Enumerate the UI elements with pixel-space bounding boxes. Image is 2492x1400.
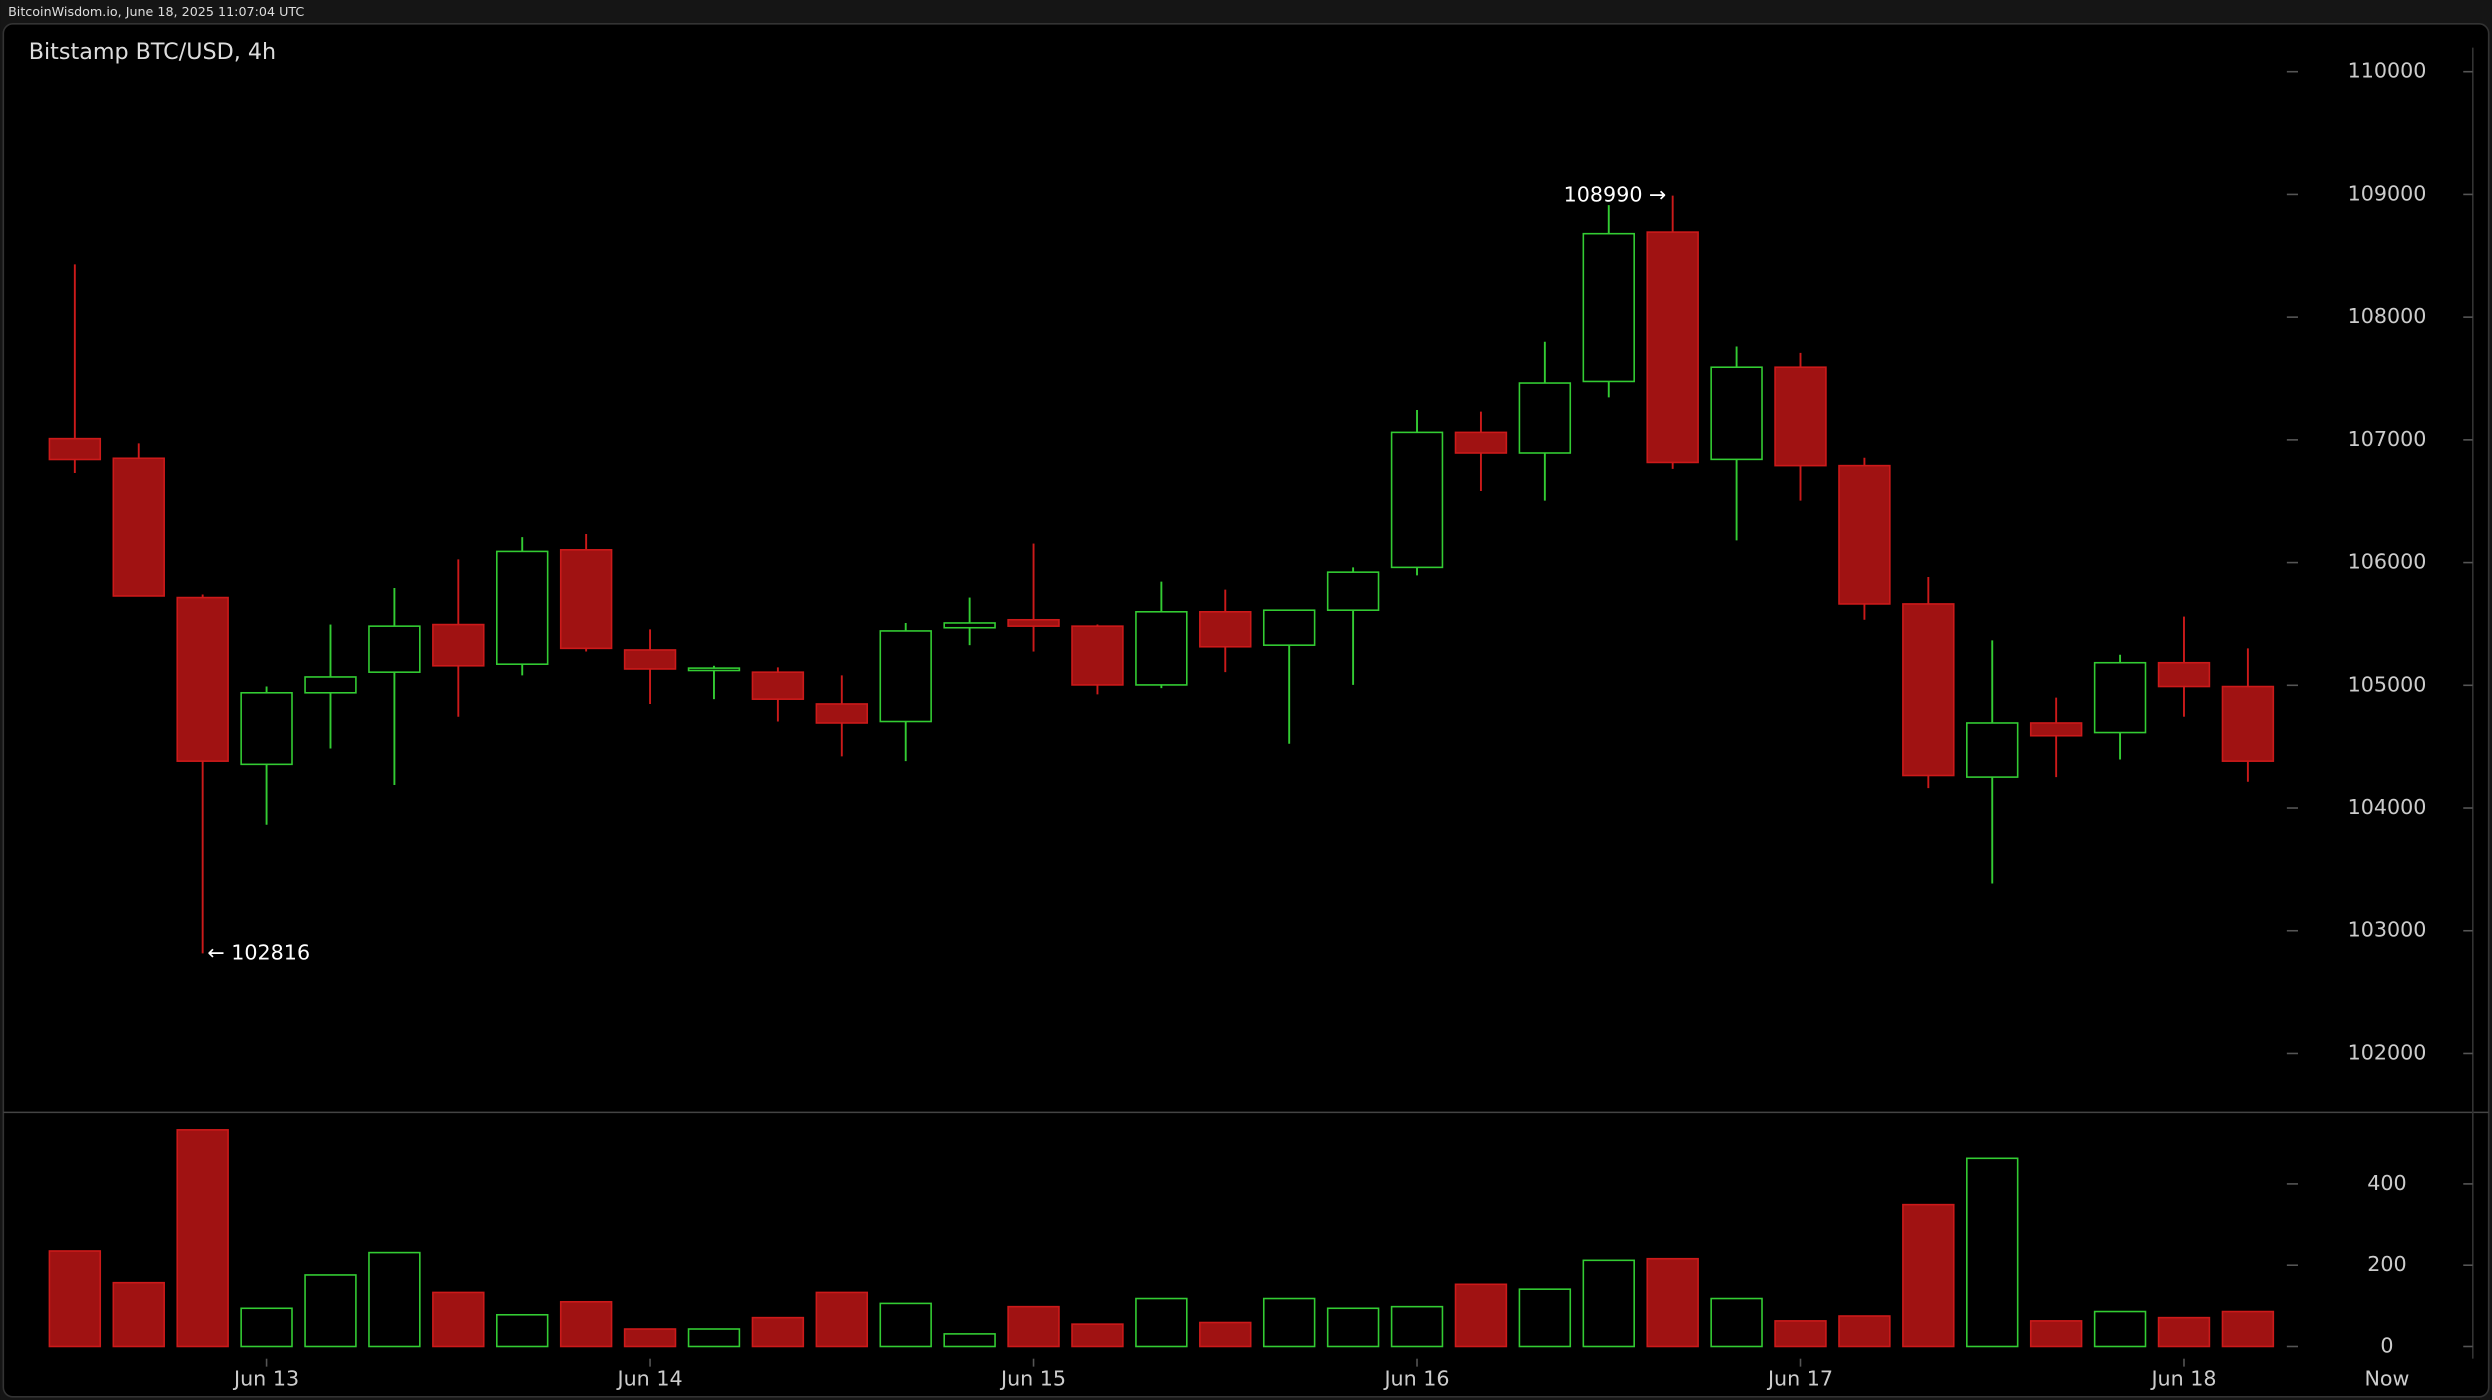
volume-bar — [1326, 1307, 1380, 1348]
volume-bar — [1646, 1257, 1699, 1348]
candle-body — [1007, 618, 1060, 627]
x-tick-label: Jun 14 — [616, 1366, 683, 1390]
volume-bar — [1582, 1259, 1635, 1348]
volume-bar — [496, 1313, 549, 1348]
x-tick-label: Jun 15 — [999, 1366, 1066, 1390]
volume-bar — [304, 1274, 357, 1348]
volume-bar — [751, 1316, 805, 1348]
candle-body — [496, 550, 549, 665]
volume-bar — [240, 1307, 293, 1348]
volume-bar — [2029, 1320, 2083, 1348]
volume-bar — [1454, 1283, 1508, 1348]
candle-body — [1838, 464, 1891, 605]
chart-title: Bitstamp BTC/USD, 4h — [29, 39, 276, 65]
y-tick-label: 105000 — [2348, 672, 2427, 696]
candle-body — [1518, 382, 1572, 454]
volume-bar — [879, 1302, 932, 1348]
candle-body — [2221, 685, 2275, 762]
header: BitcoinWisdom.io, June 18, 2025 11:07:04… — [8, 4, 304, 19]
y-tick-label: 102000 — [2348, 1040, 2427, 1064]
candle-body — [2029, 722, 2083, 737]
volume-bar — [815, 1291, 869, 1348]
candle-body — [48, 437, 102, 461]
volume-bar — [1518, 1288, 1572, 1348]
candle-body — [1390, 431, 1444, 569]
now-label: Now — [2364, 1366, 2409, 1390]
candle-body — [1454, 431, 1508, 454]
candle-body — [176, 596, 229, 762]
candle-body — [1071, 625, 1124, 686]
y-tick-label: 109000 — [2348, 181, 2427, 205]
volume-bar — [1902, 1203, 1955, 1348]
volume-bar — [1774, 1320, 1827, 1348]
candle-body — [304, 676, 357, 694]
candle-body — [1966, 722, 2019, 778]
candle-body — [623, 649, 677, 670]
x-tick-label: Jun 16 — [1382, 1366, 1449, 1390]
y-tick-label: 108000 — [2348, 304, 2427, 328]
candle-body — [1774, 366, 1827, 467]
volume-bar — [1199, 1321, 1252, 1348]
x-tick-label: Jun 17 — [1766, 1366, 1833, 1390]
volume-bar — [1071, 1323, 1124, 1348]
candle-body — [1582, 232, 1635, 383]
candle-body — [2157, 661, 2211, 688]
volume-bar — [432, 1291, 485, 1348]
candle-body — [1262, 609, 1316, 646]
candle-body — [943, 622, 996, 629]
y-tick-label: 103000 — [2348, 918, 2427, 942]
volume-bar — [48, 1250, 102, 1348]
volume-bar — [2221, 1310, 2275, 1348]
chart-panel — [2, 23, 2490, 1398]
volume-bar — [943, 1333, 996, 1348]
volume-bar — [2093, 1310, 2147, 1348]
volume-bar — [1710, 1297, 1763, 1348]
volume-bar — [1966, 1157, 2019, 1348]
candle-body — [2093, 661, 2147, 734]
volume-bar — [2157, 1316, 2211, 1348]
candle-body — [240, 691, 293, 766]
volume-bar — [687, 1328, 741, 1348]
x-tick-label: Jun 13 — [232, 1366, 299, 1390]
volume-bar — [1007, 1305, 1060, 1348]
volume-bar — [623, 1328, 677, 1348]
candle-body — [368, 625, 421, 673]
volume-bar — [176, 1129, 229, 1348]
y-tick-label: 106000 — [2348, 550, 2427, 574]
candle-body — [879, 630, 932, 723]
y-tick-label: 110000 — [2348, 59, 2427, 83]
candle-body — [112, 457, 165, 597]
y-tick-label: 104000 — [2348, 795, 2427, 819]
y-tick-label: 107000 — [2348, 427, 2427, 451]
volume-bar — [1390, 1305, 1444, 1348]
low-annotation: ← 102816 — [207, 940, 310, 964]
y-tick-label: 0 — [2380, 1333, 2393, 1357]
candle-body — [1199, 610, 1252, 648]
candle-body — [1326, 571, 1380, 611]
candle-body — [432, 623, 485, 667]
candle-body — [1710, 366, 1763, 461]
volume-bar — [1262, 1297, 1316, 1348]
candle-body — [751, 671, 805, 700]
y-tick-label: 200 — [2367, 1252, 2406, 1276]
candle-body — [1902, 603, 1955, 777]
volume-bar — [112, 1281, 165, 1348]
candle-body — [815, 703, 869, 724]
high-annotation: 108990 → — [1564, 183, 1667, 207]
candle-body — [1646, 231, 1699, 464]
volume-bar — [559, 1300, 613, 1348]
candle-body — [1135, 610, 1188, 686]
x-tick-label: Jun 18 — [2149, 1366, 2216, 1390]
candle-body — [687, 667, 741, 672]
volume-bar — [1135, 1297, 1188, 1348]
volume-bar — [1838, 1315, 1891, 1348]
volume-bar — [368, 1251, 421, 1348]
candle-body — [559, 549, 613, 650]
y-tick-label: 400 — [2367, 1171, 2406, 1195]
